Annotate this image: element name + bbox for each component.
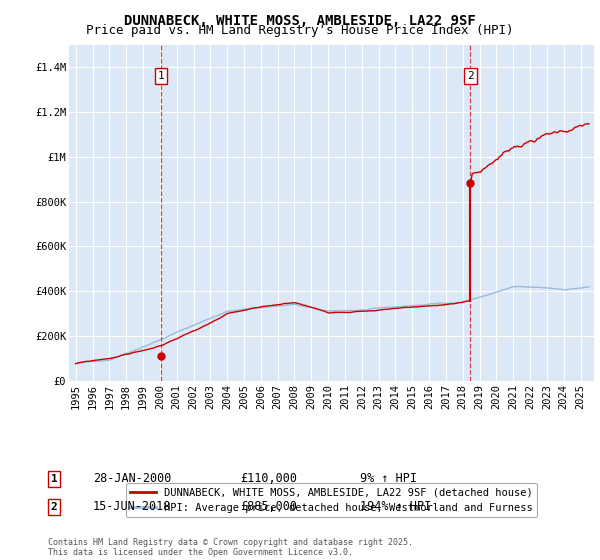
- Text: £885,000: £885,000: [240, 500, 297, 514]
- Text: 2: 2: [467, 71, 474, 81]
- Text: 194% ↑ HPI: 194% ↑ HPI: [360, 500, 431, 514]
- Text: Price paid vs. HM Land Registry's House Price Index (HPI): Price paid vs. HM Land Registry's House …: [86, 24, 514, 37]
- Text: Contains HM Land Registry data © Crown copyright and database right 2025.
This d: Contains HM Land Registry data © Crown c…: [48, 538, 413, 557]
- Legend: DUNNABECK, WHITE MOSS, AMBLESIDE, LA22 9SF (detached house), HPI: Average price,: DUNNABECK, WHITE MOSS, AMBLESIDE, LA22 9…: [126, 483, 537, 517]
- Text: 28-JAN-2000: 28-JAN-2000: [93, 472, 172, 486]
- Text: £110,000: £110,000: [240, 472, 297, 486]
- Text: 9% ↑ HPI: 9% ↑ HPI: [360, 472, 417, 486]
- Text: 2: 2: [50, 502, 58, 512]
- Text: DUNNABECK, WHITE MOSS, AMBLESIDE, LA22 9SF: DUNNABECK, WHITE MOSS, AMBLESIDE, LA22 9…: [124, 14, 476, 28]
- Text: 1: 1: [50, 474, 58, 484]
- Text: 15-JUN-2018: 15-JUN-2018: [93, 500, 172, 514]
- Text: 1: 1: [158, 71, 164, 81]
